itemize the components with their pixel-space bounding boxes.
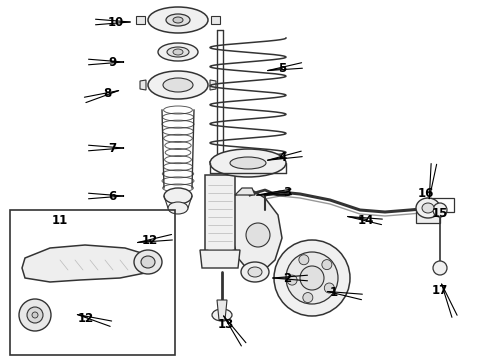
Ellipse shape [416, 198, 440, 218]
Bar [10, 210, 175, 355]
Ellipse shape [248, 267, 262, 277]
Polygon shape [217, 300, 227, 320]
Polygon shape [205, 175, 235, 255]
Text: 7: 7 [108, 141, 116, 154]
Ellipse shape [164, 188, 192, 204]
Text: 6: 6 [108, 189, 116, 202]
Ellipse shape [287, 275, 297, 285]
Text: 12: 12 [142, 234, 158, 247]
Ellipse shape [324, 283, 334, 293]
Text: 3: 3 [283, 185, 291, 198]
Ellipse shape [212, 309, 232, 321]
Polygon shape [228, 190, 282, 272]
Text: 1: 1 [330, 287, 338, 300]
Ellipse shape [163, 78, 193, 92]
Ellipse shape [134, 250, 162, 274]
Ellipse shape [19, 299, 51, 331]
Polygon shape [210, 80, 216, 90]
Ellipse shape [286, 252, 338, 304]
Text: 12: 12 [78, 311, 94, 324]
Text: 10: 10 [108, 15, 124, 28]
Ellipse shape [274, 240, 350, 316]
Ellipse shape [166, 14, 190, 26]
Ellipse shape [299, 255, 309, 265]
Ellipse shape [433, 261, 447, 275]
Ellipse shape [27, 307, 43, 323]
Ellipse shape [32, 312, 38, 318]
Ellipse shape [303, 293, 313, 302]
Text: 11: 11 [52, 213, 68, 226]
Polygon shape [416, 208, 440, 223]
Ellipse shape [173, 17, 183, 23]
Ellipse shape [422, 203, 434, 213]
Ellipse shape [230, 157, 266, 169]
Text: 17: 17 [432, 284, 448, 297]
Ellipse shape [246, 223, 270, 247]
Ellipse shape [148, 71, 208, 99]
Polygon shape [136, 16, 145, 24]
Ellipse shape [167, 47, 189, 57]
Text: 13: 13 [218, 319, 234, 332]
Ellipse shape [168, 202, 188, 214]
Text: 15: 15 [432, 207, 448, 220]
Ellipse shape [322, 260, 332, 270]
Ellipse shape [433, 203, 447, 217]
Polygon shape [211, 16, 220, 24]
Ellipse shape [148, 7, 208, 33]
Ellipse shape [241, 262, 269, 282]
Text: 16: 16 [418, 186, 434, 199]
Text: 2: 2 [283, 271, 291, 284]
Text: 4: 4 [278, 150, 286, 163]
Text: 9: 9 [108, 55, 116, 68]
Polygon shape [140, 80, 146, 90]
Ellipse shape [210, 149, 286, 177]
Text: 8: 8 [103, 86, 111, 99]
Ellipse shape [141, 256, 155, 268]
Ellipse shape [300, 266, 324, 290]
Polygon shape [22, 245, 150, 282]
Ellipse shape [158, 43, 198, 61]
Ellipse shape [173, 49, 183, 55]
Polygon shape [200, 250, 240, 268]
Polygon shape [235, 188, 255, 195]
Text: 5: 5 [278, 62, 286, 75]
Text: 14: 14 [358, 213, 374, 226]
